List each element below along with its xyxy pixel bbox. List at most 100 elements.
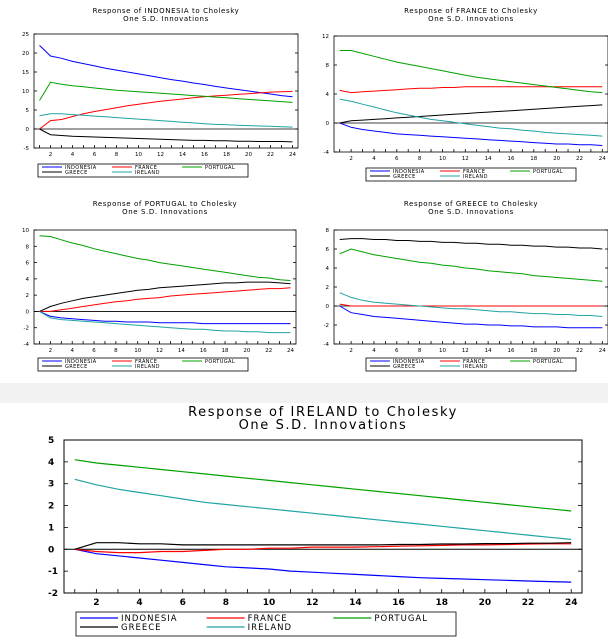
chart-panel-greece: Response of GREECE to Cholesky One S.D. I… xyxy=(304,192,608,383)
x-tick-label: 18 xyxy=(530,156,537,162)
x-tick-label: 16 xyxy=(201,152,208,158)
series-line-portugal xyxy=(339,248,603,282)
x-tick-label: 6 xyxy=(180,598,186,608)
legend-label-indonesia: INDONESIA xyxy=(65,165,97,171)
x-tick-label: 20 xyxy=(553,348,560,354)
series-line-indonesia xyxy=(39,310,291,325)
y-tick-label: 0 xyxy=(26,127,30,133)
y-tick-label: 12 xyxy=(322,34,329,40)
x-tick-label: 22 xyxy=(265,348,272,354)
x-tick-label: 24 xyxy=(287,348,294,354)
x-tick-label: 16 xyxy=(507,348,514,354)
chart-panel-france: Response of FRANCE to Cholesky One S.D. I… xyxy=(304,0,608,192)
chart-subtitle: One S.D. Innovations xyxy=(239,418,408,433)
y-tick-label: 0 xyxy=(326,121,330,127)
y-tick-label: 5 xyxy=(48,436,54,446)
y-tick-label: 8 xyxy=(26,244,30,250)
chart-subtitle: One S.D. Innovations xyxy=(122,208,208,216)
series-line-ireland xyxy=(74,478,572,540)
legend-label-ireland: IRELAND xyxy=(463,364,488,370)
y-tick-label: 10 xyxy=(22,89,29,95)
y-tick-label: 3 xyxy=(48,480,54,490)
x-tick-label: 10 xyxy=(439,156,446,162)
legend-label-ireland: IRELAND xyxy=(463,174,488,180)
y-tick-label: 0 xyxy=(26,309,30,315)
x-tick-label: 8 xyxy=(418,348,422,354)
chart-title: Response of IRELAND to Cholesky xyxy=(188,405,458,420)
legend-label-france: FRANCE xyxy=(135,165,157,171)
series-line-ireland xyxy=(339,98,603,137)
series-line-ireland xyxy=(339,292,603,317)
x-tick-label: 2 xyxy=(49,152,53,158)
x-tick-label: 16 xyxy=(507,156,514,162)
x-tick-label: 6 xyxy=(395,348,399,354)
series-line-greece xyxy=(39,128,293,143)
y-tick-label: 5 xyxy=(26,108,30,114)
series-line-portugal xyxy=(339,50,603,94)
y-tick-label: 4 xyxy=(26,277,30,283)
legend-label-greece: GREECE xyxy=(393,364,416,370)
x-tick-label: 20 xyxy=(245,152,252,158)
y-tick-label: 4 xyxy=(48,458,54,468)
x-tick-label: 18 xyxy=(223,152,230,158)
series-line-portugal xyxy=(39,81,293,103)
chart-panel-portugal: Response of PORTUGAL to Cholesky One S.D.… xyxy=(0,192,304,383)
x-tick-label: 6 xyxy=(92,348,96,354)
y-tick-label: -4 xyxy=(324,150,330,156)
x-tick-label: 10 xyxy=(134,348,141,354)
legend-label-portugal: PORTUGAL xyxy=(533,359,563,365)
legend-box xyxy=(75,611,457,637)
y-tick-label: 0 xyxy=(48,545,54,555)
legend-label-portugal: PORTUGAL xyxy=(205,359,235,365)
series-line-france xyxy=(339,303,603,307)
y-tick-label: 6 xyxy=(26,261,30,267)
legend-label-portugal: PORTUGAL xyxy=(205,165,235,171)
y-tick-label: -2 xyxy=(48,589,58,599)
y-tick-label: -1 xyxy=(48,567,58,577)
y-tick-label: -4 xyxy=(24,342,30,348)
x-tick-label: 12 xyxy=(157,152,164,158)
x-tick-label: 6 xyxy=(395,156,399,162)
x-tick-label: 8 xyxy=(115,152,119,158)
y-tick-label: 2 xyxy=(326,285,330,291)
series-line-france xyxy=(74,543,572,554)
x-tick-label: 12 xyxy=(306,598,319,608)
series-line-portugal xyxy=(39,235,291,281)
x-tick-label: 24 xyxy=(599,156,606,162)
x-tick-label: 24 xyxy=(565,598,578,608)
y-tick-label: -5 xyxy=(24,146,30,152)
y-tick-label: -2 xyxy=(324,323,329,329)
legend-label-greece: GREECE xyxy=(121,623,162,633)
x-tick-label: 8 xyxy=(418,156,422,162)
x-tick-label: 18 xyxy=(530,348,537,354)
legend-label-greece: GREECE xyxy=(393,174,416,180)
x-tick-label: 22 xyxy=(576,156,583,162)
y-tick-label: 1 xyxy=(48,523,54,533)
legend-label-indonesia: INDONESIA xyxy=(65,359,97,365)
legend-label-ireland: IRELAND xyxy=(135,170,160,176)
y-tick-label: 8 xyxy=(326,228,330,234)
chart-title: Response of PORTUGAL to Cholesky xyxy=(93,200,238,208)
x-tick-label: 6 xyxy=(93,152,97,158)
x-tick-label: 10 xyxy=(439,348,446,354)
y-tick-label: 15 xyxy=(22,70,29,76)
x-tick-label: 18 xyxy=(222,348,229,354)
series-line-indonesia xyxy=(339,305,603,329)
legend-label-france: FRANCE xyxy=(248,614,288,624)
x-tick-label: 14 xyxy=(179,152,186,158)
legend-label-ireland: IRELAND xyxy=(248,623,292,633)
series-line-greece xyxy=(339,104,603,124)
y-tick-label: -2 xyxy=(24,326,29,332)
x-tick-label: 22 xyxy=(576,348,583,354)
x-tick-label: 4 xyxy=(71,152,75,158)
legend-label-greece: GREECE xyxy=(65,364,88,370)
x-tick-label: 14 xyxy=(178,348,185,354)
series-line-france xyxy=(39,287,291,312)
legend-label-france: FRANCE xyxy=(135,359,157,365)
x-tick-label: 4 xyxy=(136,598,142,608)
x-tick-label: 2 xyxy=(349,348,353,354)
x-tick-label: 12 xyxy=(462,156,469,162)
